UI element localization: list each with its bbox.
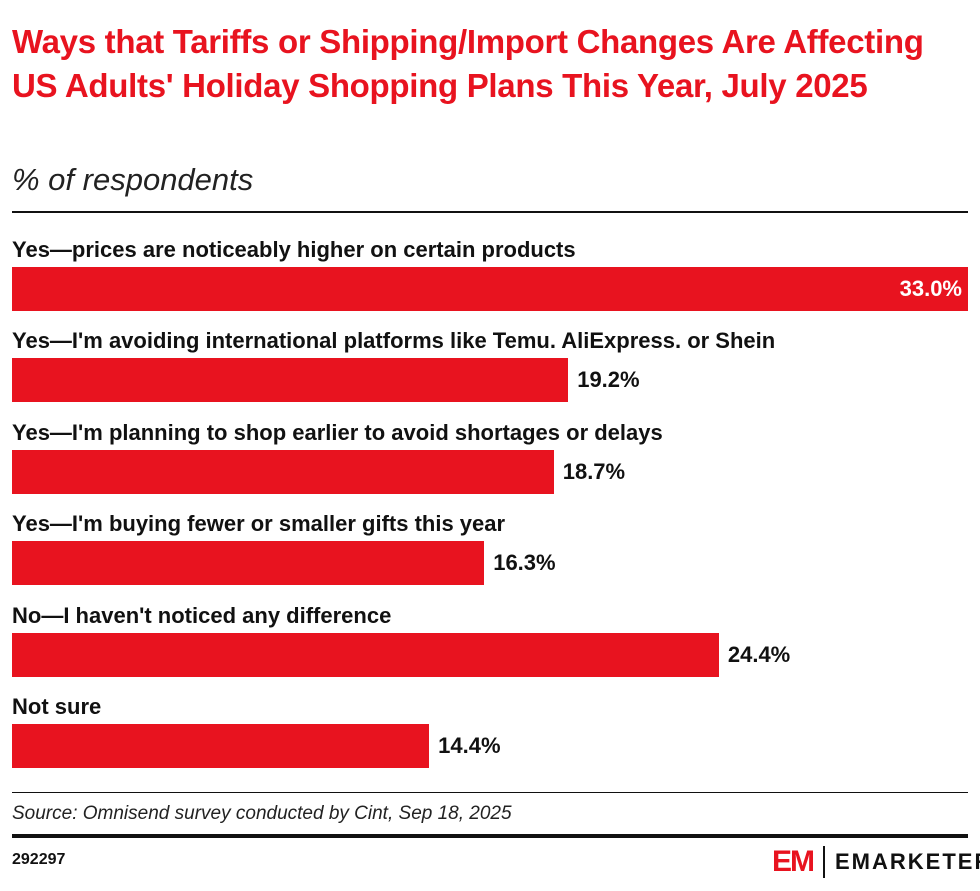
source-note: Source: Omnisend survey conducted by Cin… [12,803,512,824]
data-label: 16.3% [493,550,556,576]
bar [12,724,430,768]
bar [12,632,719,677]
footer-divider [12,834,968,838]
bar [12,267,968,311]
logo-separator [823,846,825,878]
logo-text: EMARKETER [835,849,980,874]
data-label: 24.4% [727,641,791,667]
data-label: 18.7% [562,458,626,484]
bar [12,541,485,586]
data-label: 19.2% [577,367,640,393]
em-logo-icon: EM [772,845,815,878]
source-divider [12,792,968,793]
category-label: Yes—I'm avoiding international platforms… [12,328,776,354]
emarketer-logo: EM EMARKETER [772,845,980,879]
category-label: No—I haven't noticed any difference [12,602,392,628]
chart-id: 292297 [12,851,66,868]
category-label: Yes—I'm planning to shop earlier to avoi… [12,419,663,445]
data-label: 14.4% [438,733,501,758]
bar [12,358,569,403]
data-label: 33.0% [899,276,962,301]
chart-subtitle: % of respondents [12,162,254,197]
bar [12,449,554,494]
chart-title: Ways that Tariffs or Shipping/Import Cha… [12,23,924,104]
category-label: Yes—I'm buying fewer or smaller gifts th… [12,511,506,537]
top-divider [12,211,968,213]
category-label: Not sure [12,694,102,719]
category-label: Yes—prices are noticeably higher on cert… [12,237,576,262]
